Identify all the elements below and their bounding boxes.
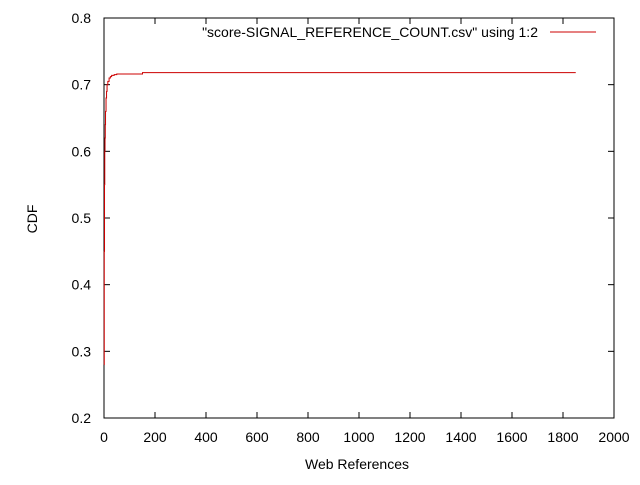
series-line-0 (103, 72, 576, 366)
x-tick-label: 1200 (394, 429, 425, 445)
x-tick-label: 400 (194, 429, 218, 445)
legend: "score-SIGNAL_REFERENCE_COUNT.csv" using… (202, 24, 596, 40)
x-axis-label: Web References (305, 456, 409, 472)
x-tick-label: 1600 (496, 429, 527, 445)
x-tick-label: 600 (245, 429, 269, 445)
x-tick-label: 200 (143, 429, 167, 445)
y-axis-label: CDF (24, 205, 40, 234)
axes-layer: 0 200 400 600 800 1000 1200 1400 1600 1800 2000 0.2… (72, 10, 630, 445)
x-tick-label: 1000 (343, 429, 374, 445)
x-tick-label: 1800 (547, 429, 578, 445)
y-tick-label: 0.2 (72, 410, 92, 426)
y-tick-label: 0.3 (72, 343, 92, 359)
legend-label-0: "score-SIGNAL_REFERENCE_COUNT.csv" using… (202, 24, 538, 40)
x-tick-label: 0 (100, 429, 108, 445)
y-tick-label: 0.8 (72, 10, 92, 26)
y-tick-label: 0.5 (72, 210, 92, 226)
x-tick-label: 1400 (445, 429, 476, 445)
y-tick-label: 0.6 (72, 143, 92, 159)
y-tick-label: 0.4 (72, 277, 92, 293)
x-tick-label: 800 (296, 429, 320, 445)
series-layer (103, 72, 576, 366)
y-tick-label: 0.7 (72, 77, 92, 93)
x-tick-label: 2000 (598, 429, 629, 445)
